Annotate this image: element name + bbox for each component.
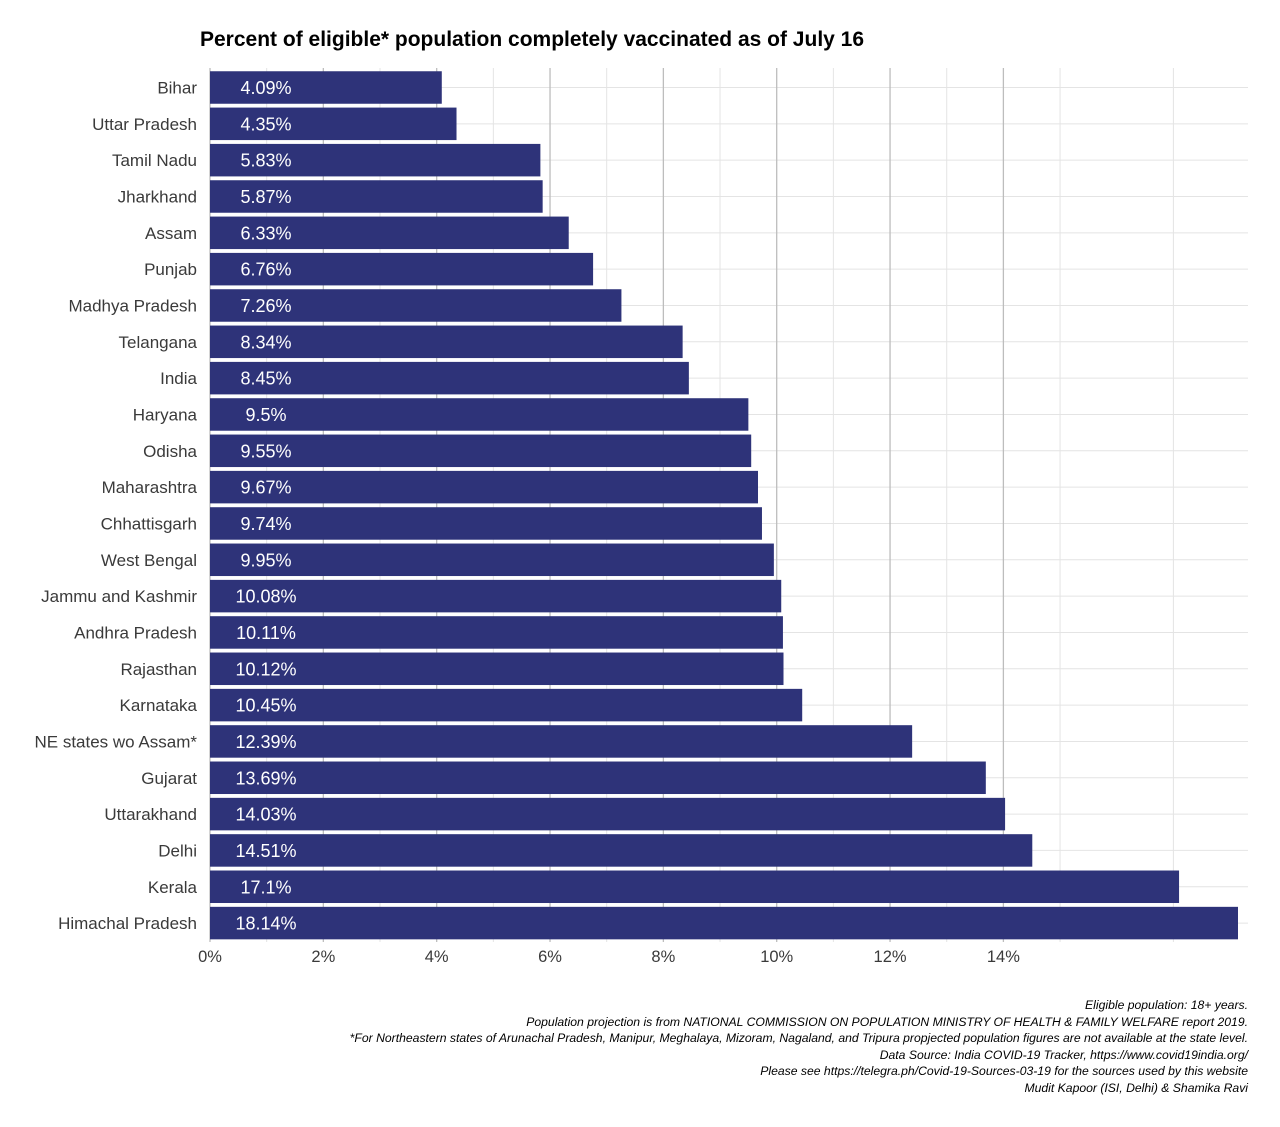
- bar-value-label: 10.12%: [235, 659, 296, 679]
- x-axis-tick-label: 4%: [425, 948, 449, 966]
- bar: [210, 870, 1180, 904]
- bar-value-label: 9.74%: [240, 514, 291, 534]
- y-axis-label: Chhattisgarh: [101, 514, 197, 533]
- bar: [210, 216, 569, 250]
- y-axis-label: Maharashtra: [102, 478, 198, 497]
- bar-chart: 4.09% 4.35% 5.83% 5.87% 6.33% 6.76% 7.26% 8.34%…: [34, 68, 1248, 966]
- bar: [210, 579, 782, 613]
- bar-value-label: 14.51%: [235, 841, 296, 861]
- major-gridlines: [209, 68, 1005, 942]
- bar: [210, 688, 803, 722]
- bar: [210, 797, 1006, 831]
- bar: [210, 652, 784, 686]
- bar: [210, 289, 622, 322]
- y-axis-label: Tamil Nadu: [112, 151, 197, 170]
- y-axis-label: West Bengal: [101, 551, 197, 570]
- bar-value-label: 4.09%: [240, 78, 291, 98]
- y-axis-label: Punjab: [144, 260, 197, 279]
- bar: [210, 361, 689, 395]
- y-axis-label: Karnataka: [120, 696, 198, 715]
- bar: [210, 398, 749, 431]
- bar-value-label: 6.76%: [240, 260, 291, 280]
- caption-line: Mudit Kapoor (ISI, Delhi) & Shamika Ravi: [1024, 1080, 1248, 1095]
- bar: [210, 761, 986, 795]
- y-axis-label: Kerala: [148, 878, 198, 897]
- y-axis-label: Himachal Pradesh: [58, 914, 197, 933]
- y-axis-label: Telangana: [119, 333, 198, 352]
- y-axis-label: Gujarat: [141, 769, 197, 788]
- bar-value-label: 6.33%: [240, 223, 291, 243]
- bar-value-label: 5.87%: [240, 187, 291, 207]
- bar-value-label: 7.26%: [240, 296, 291, 316]
- bar-value-labels: 4.09% 4.35% 5.83% 5.87% 6.33% 6.76% 7.26% 8.34%…: [235, 78, 296, 934]
- x-axis-tick-label: 6%: [538, 948, 562, 966]
- bar: [210, 507, 762, 540]
- bar: [210, 180, 543, 213]
- bar-value-label: 9.67%: [240, 478, 291, 498]
- bar: [210, 107, 457, 141]
- bar-value-label: 9.55%: [240, 441, 291, 461]
- bar: [210, 71, 442, 104]
- y-axis-label: Bihar: [157, 79, 197, 98]
- chart-title: Percent of eligible* population complete…: [200, 28, 865, 51]
- bar: [210, 906, 1238, 940]
- bar-value-label: 17.1%: [240, 877, 291, 897]
- bar-value-label: 13.69%: [235, 768, 296, 788]
- bar: [210, 834, 1033, 867]
- y-axis-label: Odisha: [143, 442, 197, 461]
- bar: [210, 143, 541, 177]
- caption-line: Eligible population: 18+ years.: [1085, 998, 1248, 1012]
- bar-value-label: 9.5%: [245, 405, 286, 425]
- caption-line: Data Source: India COVID-19 Tracker, htt…: [879, 1047, 1248, 1062]
- x-axis-tick-label: 0%: [198, 948, 222, 966]
- bar-value-label: 4.35%: [240, 114, 291, 134]
- y-axis-label: Delhi: [158, 841, 197, 860]
- y-axis-label: Jammu and Kashmir: [41, 587, 197, 606]
- bar-value-label: 10.11%: [236, 623, 296, 643]
- caption-line: *For Northeastern states of Arunachal Pr…: [349, 1031, 1248, 1045]
- caption-line: Population projection is from NATIONAL C…: [526, 1014, 1248, 1029]
- y-axis-label: Haryana: [133, 405, 198, 424]
- bar: [210, 616, 783, 649]
- y-axis-label: India: [160, 369, 197, 388]
- bar: [210, 252, 594, 286]
- x-axis-tick-labels: 0% 2% 4% 6% 8% 10% 12% 14%: [198, 948, 1020, 966]
- chart-caption: Eligible population: 18+ years. Populati…: [350, 997, 1248, 1096]
- bar: [210, 325, 683, 359]
- bar: [210, 434, 752, 468]
- y-axis-label: Uttarakhand: [104, 805, 197, 824]
- bar-value-label: 8.34%: [240, 332, 291, 352]
- y-axis-label: NE states wo Assam*: [34, 732, 197, 751]
- y-axis-label: Assam: [145, 224, 197, 243]
- bar-value-label: 18.14%: [235, 914, 296, 934]
- y-axis-label: Madhya Pradesh: [68, 296, 197, 315]
- y-axis-label: Jharkhand: [118, 187, 197, 206]
- bar-value-label: 10.08%: [235, 587, 296, 607]
- bar: [210, 725, 913, 758]
- bar-value-label: 5.83%: [240, 151, 291, 171]
- bar: [210, 470, 759, 504]
- bars: [210, 71, 1238, 940]
- y-axis-category-labels: Bihar Uttar Pradesh Tamil Nadu Jharkhand Ass…: [34, 79, 197, 934]
- x-axis-tick-label: 2%: [311, 948, 335, 966]
- y-axis-label: Uttar Pradesh: [92, 115, 197, 134]
- bar: [210, 543, 774, 577]
- bar-value-label: 14.03%: [235, 805, 296, 825]
- y-axis-label: Rajasthan: [120, 660, 197, 679]
- bar-value-label: 8.45%: [240, 369, 291, 389]
- caption-line: Please see https://telegra.ph/Covid-19-S…: [760, 1064, 1248, 1078]
- bar-value-label: 12.39%: [235, 732, 296, 752]
- x-axis-tick-label: 14%: [987, 948, 1020, 966]
- x-axis-tick-label: 12%: [874, 948, 907, 966]
- x-axis-tick-label: 10%: [760, 948, 793, 966]
- x-axis-tick-label: 8%: [651, 948, 675, 966]
- bar-value-label: 10.45%: [235, 696, 296, 716]
- y-axis-label: Andhra Pradesh: [74, 623, 197, 642]
- bar-value-label: 9.95%: [240, 550, 291, 570]
